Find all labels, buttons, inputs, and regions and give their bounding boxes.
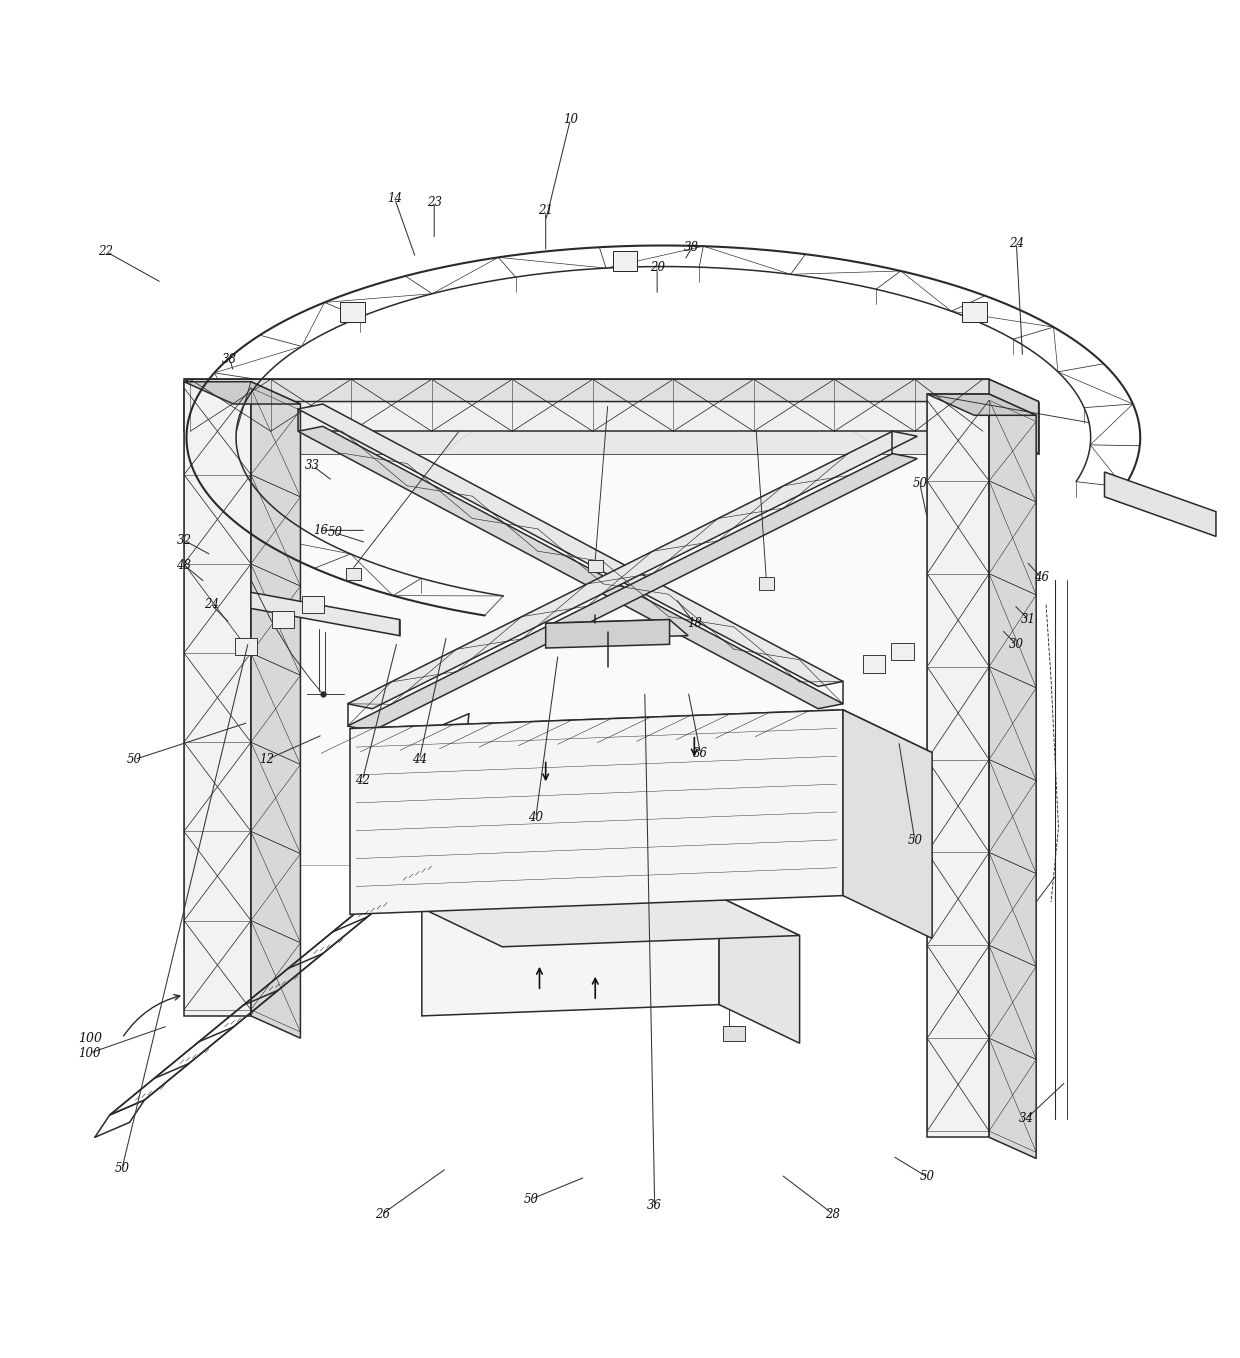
- Polygon shape: [184, 382, 250, 1016]
- Polygon shape: [719, 896, 800, 1043]
- Polygon shape: [990, 379, 1039, 454]
- Polygon shape: [928, 394, 990, 1137]
- Text: 33: 33: [305, 459, 320, 473]
- Polygon shape: [892, 644, 914, 660]
- Polygon shape: [759, 577, 774, 589]
- Text: 50: 50: [913, 477, 928, 490]
- Polygon shape: [350, 710, 843, 914]
- Polygon shape: [962, 303, 987, 322]
- Polygon shape: [184, 382, 300, 405]
- Text: 48: 48: [176, 558, 191, 572]
- Polygon shape: [233, 402, 1039, 454]
- Text: 50: 50: [908, 834, 923, 846]
- Text: 24: 24: [203, 598, 218, 611]
- Text: 42: 42: [355, 774, 370, 788]
- Text: 12: 12: [259, 752, 274, 766]
- Text: 50: 50: [523, 1192, 538, 1206]
- Polygon shape: [723, 1025, 745, 1040]
- Polygon shape: [184, 379, 1039, 402]
- Text: 50: 50: [126, 752, 141, 766]
- Text: 23: 23: [427, 196, 441, 209]
- Polygon shape: [546, 619, 670, 648]
- Polygon shape: [340, 303, 365, 322]
- Polygon shape: [613, 251, 637, 272]
- Text: 26: 26: [374, 1207, 389, 1221]
- Text: 31: 31: [1022, 612, 1037, 626]
- Text: 30: 30: [1009, 638, 1024, 650]
- Text: 24: 24: [1009, 236, 1024, 250]
- Text: 20: 20: [650, 261, 665, 274]
- Polygon shape: [346, 568, 361, 580]
- Polygon shape: [347, 454, 918, 731]
- Text: 32: 32: [176, 534, 191, 547]
- Text: 46: 46: [1034, 570, 1049, 584]
- Text: 38: 38: [222, 353, 237, 365]
- Text: 14: 14: [387, 191, 402, 205]
- Text: 34: 34: [1019, 1112, 1034, 1126]
- Text: 38: 38: [684, 242, 699, 254]
- Polygon shape: [301, 596, 324, 614]
- Polygon shape: [422, 896, 719, 1016]
- Text: 16: 16: [312, 524, 327, 536]
- Polygon shape: [928, 394, 1037, 416]
- Text: 50: 50: [114, 1161, 129, 1175]
- Polygon shape: [298, 405, 843, 686]
- Polygon shape: [250, 382, 300, 1039]
- Text: 10: 10: [563, 113, 578, 126]
- Polygon shape: [250, 592, 399, 636]
- Text: 18: 18: [687, 617, 702, 630]
- Polygon shape: [1105, 473, 1216, 536]
- Text: 100: 100: [78, 1032, 102, 1044]
- Polygon shape: [347, 432, 918, 709]
- Polygon shape: [350, 710, 932, 771]
- Polygon shape: [234, 638, 257, 656]
- Text: 22: 22: [98, 246, 114, 258]
- Text: 21: 21: [538, 204, 553, 217]
- Text: 50: 50: [920, 1171, 935, 1183]
- Polygon shape: [298, 426, 843, 709]
- Polygon shape: [250, 382, 928, 865]
- Text: 28: 28: [826, 1207, 841, 1221]
- Polygon shape: [272, 611, 294, 629]
- Text: 36: 36: [647, 1199, 662, 1211]
- Text: 40: 40: [528, 811, 543, 824]
- Polygon shape: [184, 379, 990, 432]
- Polygon shape: [546, 619, 688, 640]
- Text: 36: 36: [693, 747, 708, 760]
- Polygon shape: [843, 710, 932, 938]
- Polygon shape: [588, 559, 603, 573]
- Text: 50: 50: [327, 527, 342, 539]
- Polygon shape: [990, 394, 1037, 1158]
- Text: 44: 44: [412, 752, 427, 766]
- Text: 100: 100: [78, 1047, 102, 1059]
- Polygon shape: [422, 896, 800, 947]
- Polygon shape: [863, 656, 885, 672]
